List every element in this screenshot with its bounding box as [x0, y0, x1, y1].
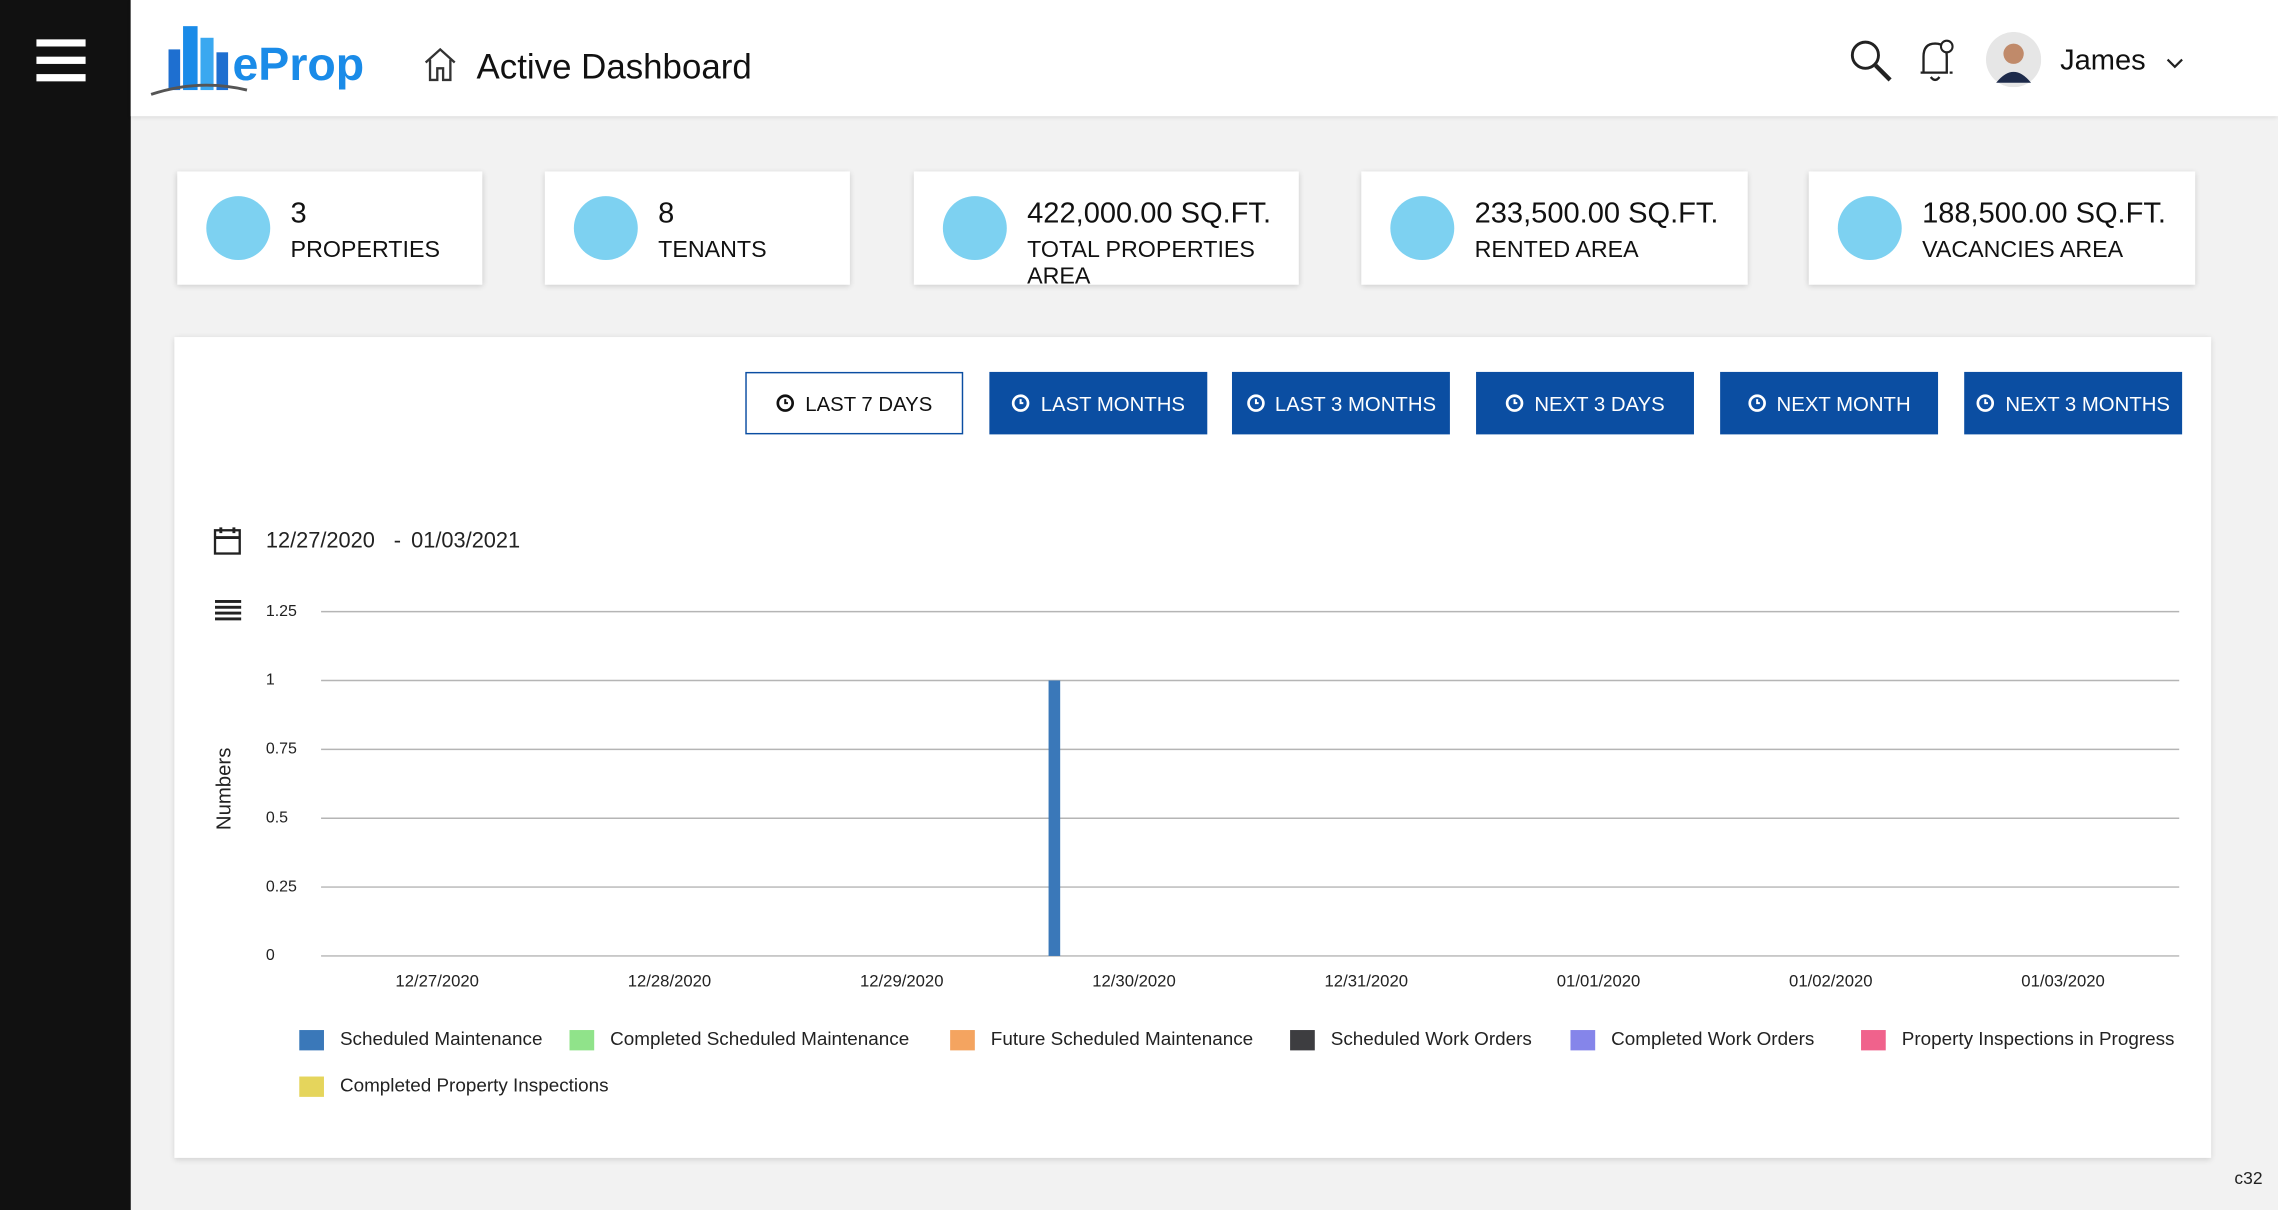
user-name[interactable]: James [2060, 45, 2146, 77]
filter-button[interactable]: NEXT 3 DAYS [1476, 371, 1694, 435]
y-tick-label: 0.5 [266, 809, 288, 826]
legend-swatch [1290, 1030, 1315, 1051]
legend-swatch [569, 1030, 595, 1051]
filter-label[interactable]: NEXT 3 MONTHS [2005, 391, 2170, 415]
logo-mark [150, 26, 248, 96]
stat-value: 422,000.00 SQ.FT. [1027, 197, 1272, 230]
stat-label: VACANCIES AREA [1922, 238, 2124, 263]
legend-label: Completed Scheduled Maintenance [610, 1029, 909, 1050]
filter-label[interactable]: NEXT MONTH [1776, 391, 1911, 415]
clock-icon [1012, 394, 1030, 412]
legend-swatch [1861, 1030, 1886, 1051]
filter-button[interactable]: LAST 3 MONTHS [1231, 371, 1450, 435]
bell-icon[interactable] [1915, 35, 1959, 84]
stat-icon [1837, 196, 1902, 261]
stat-label: TOTAL PROPERTIES AREA [1027, 238, 1255, 290]
calendar-icon [213, 527, 241, 555]
x-tick-label: 12/27/2020 [395, 972, 479, 991]
legend-swatch [299, 1076, 324, 1097]
menu-icon[interactable] [36, 39, 86, 83]
stat-value: 188,500.00 SQ.FT. [1922, 197, 2166, 230]
stat-icon [573, 196, 638, 261]
x-tick-label: 12/31/2020 [1325, 972, 1409, 991]
stat-value: 8 [658, 197, 675, 230]
sidebar [0, 0, 131, 1210]
filter-button[interactable]: NEXT MONTH [1720, 371, 1939, 435]
bar [1048, 680, 1061, 956]
stat-label: PROPERTIES [290, 238, 440, 263]
legend-swatch [1570, 1030, 1596, 1051]
page-title: Active Dashboard [476, 47, 752, 88]
date-to: 01/03/2021 [411, 528, 520, 553]
legend-swatch [950, 1030, 975, 1051]
legend-label: Property Inspections in Progress [1902, 1029, 2175, 1050]
x-tick-label: 12/29/2020 [860, 972, 944, 991]
y-tick-label: 1 [266, 672, 275, 689]
stat-value: 233,500.00 SQ.FT. [1474, 197, 1719, 230]
clock-icon [1748, 394, 1766, 412]
search-icon[interactable] [1848, 38, 1894, 84]
stat-card: 233,500.00 SQ.FT. RENTED AREA [1361, 171, 1748, 285]
filter-label[interactable]: LAST MONTHS [1040, 391, 1185, 415]
filter-label[interactable]: LAST 7 DAYS [805, 391, 933, 415]
filter-button[interactable]: NEXT 3 MONTHS [1964, 371, 2183, 435]
clock-icon [1246, 394, 1264, 412]
stat-icon [942, 196, 1007, 261]
stat-icon [1390, 196, 1455, 261]
dropdown-caret[interactable] [2166, 57, 2183, 72]
chart-panel: 12/27/2020 - 01/03/2021 Numbers 0 0.25 0.5… [174, 337, 2212, 1158]
filter-button[interactable]: LAST MONTHS [989, 371, 1208, 435]
legend-label: Completed Property Inspections [340, 1076, 609, 1097]
y-axis-label: Numbers [214, 748, 236, 830]
legend-label: Completed Work Orders [1611, 1029, 1814, 1050]
y-tick-label: 0 [266, 947, 275, 964]
footer-code: c32 [2234, 1168, 2263, 1189]
stat-label: RENTED AREA [1474, 238, 1639, 263]
y-tick-label: 0.25 [266, 878, 297, 895]
chart: 12/27/2020 - 01/03/2021 Numbers 0 0.25 0.5… [213, 527, 2180, 1097]
stat-card: 8 TENANTS [544, 171, 850, 285]
clock-icon [1505, 394, 1524, 412]
header: eProp Active Dashboard James [130, 0, 2278, 117]
filter-button[interactable]: LAST 7 DAYS [745, 371, 964, 435]
menu-lines-icon[interactable] [215, 600, 242, 621]
x-tick-label: 01/03/2020 [2021, 972, 2105, 991]
logo-text: eProp [232, 37, 365, 91]
y-tick-label: 0.75 [266, 741, 297, 758]
x-tick-label: 12/28/2020 [628, 972, 712, 991]
stat-value: 3 [290, 197, 307, 230]
filter-label[interactable]: NEXT 3 DAYS [1534, 391, 1665, 415]
legend-label: Scheduled Maintenance [340, 1029, 543, 1050]
date-from: 12/27/2020 [266, 528, 375, 553]
stat-card: 188,500.00 SQ.FT. VACANCIES AREA [1808, 171, 2196, 285]
home-icon [424, 47, 456, 82]
stat-card: 3 PROPERTIES [177, 171, 483, 285]
stat-icon [206, 196, 271, 261]
x-tick-label: 01/02/2020 [1789, 972, 1873, 991]
avatar[interactable] [1985, 31, 2042, 88]
y-tick-label: 1.25 [266, 603, 297, 620]
x-tick-label: 01/01/2020 [1557, 972, 1641, 991]
stat-card: 422,000.00 SQ.FT. TOTAL PROPERTIES AREA [913, 171, 1299, 289]
clock-icon [776, 394, 795, 412]
legend-swatch [299, 1030, 324, 1051]
x-tick-label: 12/30/2020 [1092, 972, 1176, 991]
filter-label[interactable]: LAST 3 MONTHS [1274, 391, 1437, 415]
legend-label: Scheduled Work Orders [1331, 1029, 1532, 1050]
clock-icon [1976, 394, 1995, 412]
date-separator: - [394, 528, 401, 553]
stat-label: TENANTS [658, 238, 767, 263]
legend-label: Future Scheduled Maintenance [991, 1029, 1253, 1050]
